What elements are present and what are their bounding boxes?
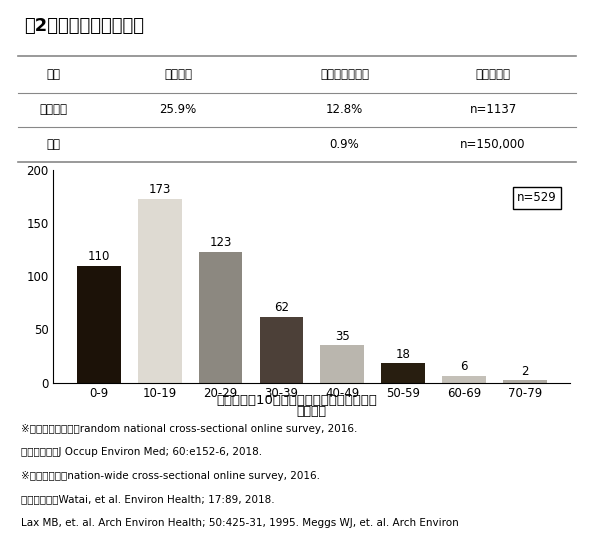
Text: ※アメリカ＝方法：random national cross-sectional online survey, 2016.: ※アメリカ＝方法：random national cross-sectional…	[21, 424, 357, 434]
Text: n=150,000: n=150,000	[460, 138, 526, 151]
Text: 日本: 日本	[46, 138, 61, 151]
Text: 参考：Watai, et al. Environ Health; 17:89, 2018.: 参考：Watai, et al. Environ Health; 17:89, …	[21, 494, 274, 505]
Text: n=1137: n=1137	[469, 103, 517, 117]
Text: 発症から約10年後に受診するケースが多い: 発症から約10年後に受診するケースが多い	[217, 394, 377, 407]
Bar	[138, 199, 182, 383]
Bar	[381, 363, 425, 383]
Bar	[320, 346, 364, 383]
X-axis label: 発症年齢: 発症年齢	[297, 404, 327, 417]
Text: 173: 173	[148, 183, 171, 196]
Text: 18: 18	[396, 348, 410, 361]
Text: 地域: 地域	[46, 68, 61, 81]
Bar	[442, 376, 486, 383]
Text: n=529: n=529	[517, 192, 557, 204]
Bar	[77, 266, 121, 383]
Text: 6: 6	[460, 361, 467, 373]
Text: 0.9%: 0.9%	[330, 138, 359, 151]
Text: 12.8%: 12.8%	[326, 103, 363, 117]
Text: 110: 110	[88, 250, 110, 263]
Text: 123: 123	[209, 236, 232, 249]
Text: 医師による診断: 医師による診断	[320, 68, 369, 81]
Text: 62: 62	[274, 301, 289, 314]
Text: Lax MB, et. al. Arch Environ Health; 50:425-31, 1995. Meggs WJ, et. al. Arch Env: Lax MB, et. al. Arch Environ Health; 50:…	[21, 518, 459, 528]
Bar	[260, 317, 304, 383]
Text: 図2　有病率・発症年齢: 図2 有病率・発症年齢	[24, 17, 144, 35]
Text: サンプル数: サンプル数	[476, 68, 510, 81]
Text: 自己申告: 自己申告	[164, 68, 192, 81]
Text: アメリカ: アメリカ	[39, 103, 68, 117]
Text: 25.9%: 25.9%	[160, 103, 197, 117]
Text: 参考：J Occup Environ Med; 60:e152-6, 2018.: 参考：J Occup Environ Med; 60:e152-6, 2018.	[21, 447, 262, 457]
Text: ※日本＝方法：nation-wide cross-sectional online survey, 2016.: ※日本＝方法：nation-wide cross-sectional onlin…	[21, 471, 320, 481]
Bar	[198, 252, 242, 383]
Text: 35: 35	[335, 330, 350, 343]
Text: 2: 2	[521, 365, 529, 378]
Bar	[503, 380, 546, 383]
